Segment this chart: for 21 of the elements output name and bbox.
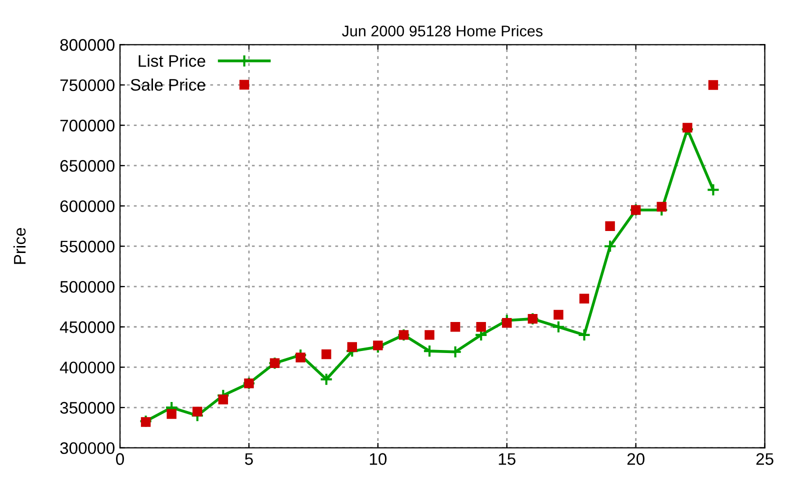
legend-label: Sale Price (130, 78, 206, 91)
y-tick-label: 750000 (60, 79, 114, 92)
x-tick-label: 25 (756, 453, 774, 465)
x-tick-label: 0 (116, 453, 124, 465)
legend-label: List Price (138, 54, 206, 67)
y-tick-label: 450000 (60, 321, 114, 334)
y-tick-label: 700000 (60, 120, 114, 132)
y-tick-label: 650000 (60, 160, 114, 172)
y-tick-label: 600000 (60, 200, 114, 212)
y-tick-label: 550000 (60, 240, 114, 252)
chart-title: Jun 2000 95128 Home Prices (342, 25, 542, 36)
y-tick-label: 400000 (60, 362, 114, 374)
y-tick-label: 350000 (60, 402, 114, 414)
y-tick-label: 800000 (60, 39, 114, 51)
x-tick-label: 20 (627, 453, 644, 465)
y-tick-label: 300000 (60, 442, 114, 454)
x-tick-label: 15 (498, 453, 516, 465)
x-tick-label: 5 (244, 453, 253, 465)
y-axis-title: Price (13, 228, 26, 264)
y-tick-label: 500000 (60, 280, 114, 293)
x-tick-label: 10 (370, 453, 387, 465)
